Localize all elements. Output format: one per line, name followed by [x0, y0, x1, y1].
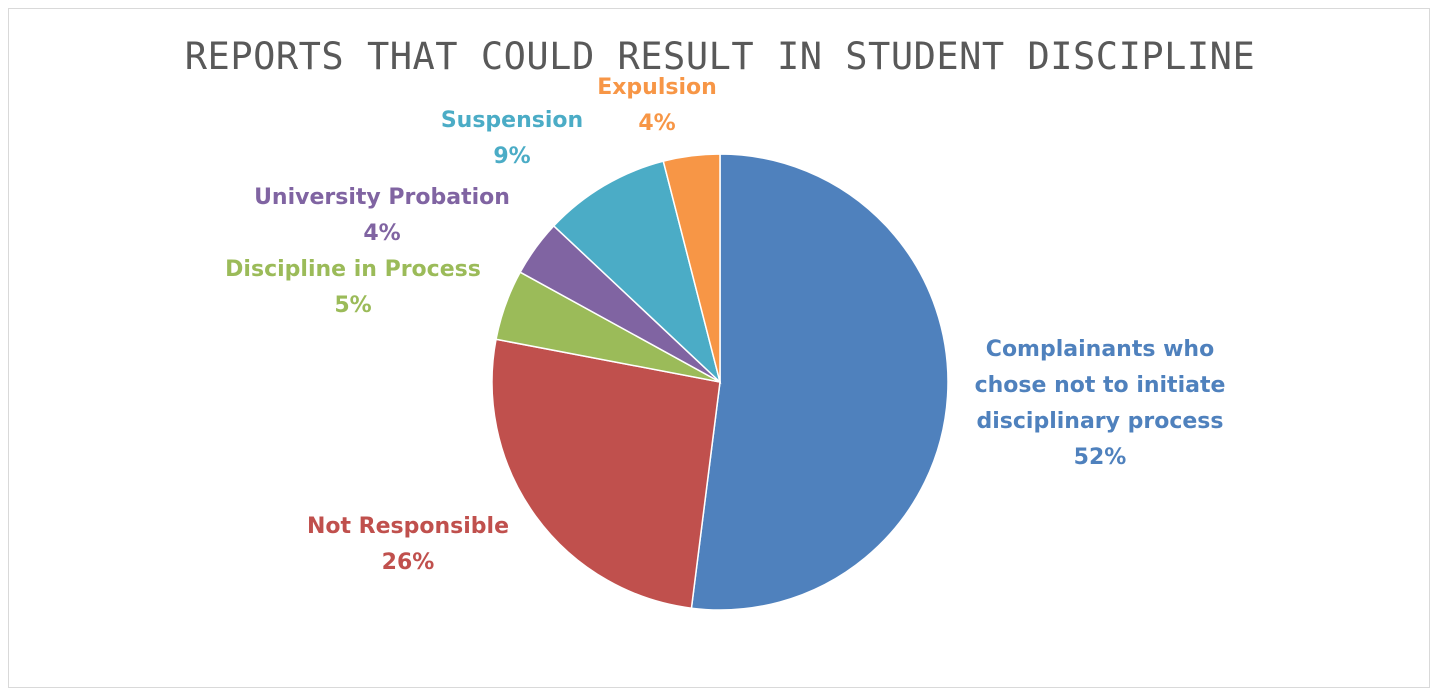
- slice-label-suspension: Suspension 9%: [412, 103, 612, 175]
- slice-label-name: Complainants who chose not to initiate dis…: [960, 332, 1240, 440]
- slice-label-not-responsible: Not Responsible 26%: [258, 509, 558, 581]
- slice-label-expulsion: Expulsion 4%: [557, 70, 757, 142]
- pie-slice-suspension: [552, 160, 722, 385]
- slice-label-percent: 52%: [1073, 445, 1127, 470]
- pie-slice-complainants: [690, 153, 949, 611]
- pie-slice-expulsion: [662, 153, 721, 383]
- slice-label-line: Complainants who: [985, 337, 1215, 362]
- slice-label-line: Discipline in Process: [225, 257, 481, 282]
- slice-label-percent: 4%: [638, 111, 676, 136]
- pie-slice-not-responsible: [491, 338, 721, 610]
- slice-label-line: Suspension: [440, 108, 584, 133]
- slice-label-line: chose not to initiate: [974, 373, 1226, 398]
- slice-label-name: Expulsion: [557, 70, 757, 106]
- slice-label-percent: 9%: [493, 144, 531, 169]
- chart-title: REPORTS THAT COULD RESULT IN STUDENT DIS…: [184, 35, 1256, 78]
- slice-label-discipline-in-process: Discipline in Process 5%: [193, 252, 513, 324]
- slice-label-line: disciplinary process: [976, 409, 1224, 434]
- slice-label-name: Suspension: [412, 103, 612, 139]
- slice-label-name: Discipline in Process: [193, 252, 513, 288]
- slice-label-complainants: Complainants who chose not to initiate dis…: [960, 332, 1240, 476]
- slice-label-line: Expulsion: [597, 75, 717, 100]
- slice-label-percent: 26%: [381, 550, 435, 575]
- slice-label-name: University Probation: [222, 180, 542, 216]
- slice-label-line: Not Responsible: [306, 514, 510, 539]
- slice-label-percent: 5%: [334, 293, 372, 318]
- slice-label-percent: 4%: [363, 221, 401, 246]
- slice-label-line: University Probation: [254, 185, 510, 210]
- slice-label-university-probation: University Probation 4%: [222, 180, 542, 252]
- slice-label-name: Not Responsible: [258, 509, 558, 545]
